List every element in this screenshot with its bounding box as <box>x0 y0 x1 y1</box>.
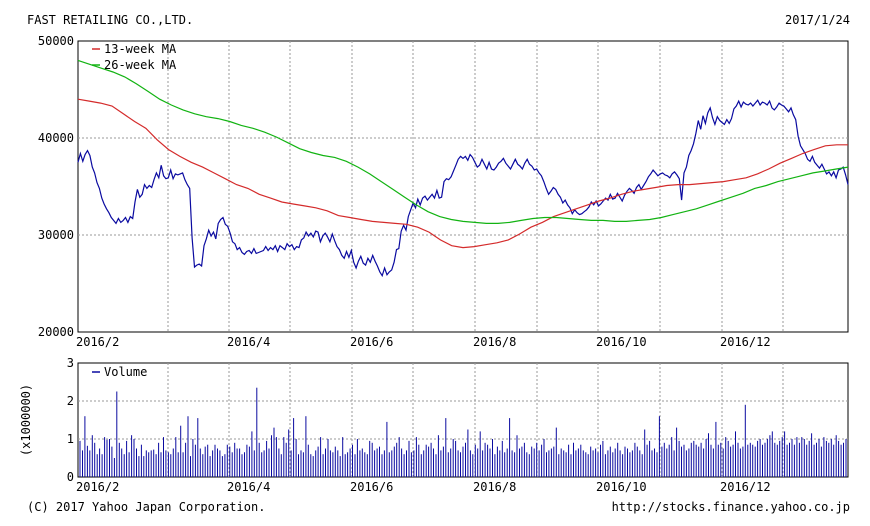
copyright-text: (C) 2017 Yahoo Japan Corporation. <box>27 500 266 514</box>
ma26-line <box>77 59 849 224</box>
legend-label: 26-week MA <box>104 58 177 72</box>
volume-panel: 0 1 2 3 2016/2 2016/4 2016/6 2016/8 2016/10 2016/… <box>19 356 849 494</box>
x-tick-label: 2016/12 <box>720 335 771 349</box>
y-tick-label: 1 <box>67 432 74 446</box>
x-tick-label: 2016/4 <box>227 480 270 494</box>
source-url: http://stocks.finance.yahoo.co.jp <box>611 500 850 514</box>
y-tick-label: 50000 <box>38 34 74 48</box>
ma13-line <box>77 98 848 249</box>
y-tick-label: 0 <box>67 470 74 484</box>
x-tick-label: 2016/8 <box>473 335 516 349</box>
price-panel: 20000 30000 40000 50000 2016/2 2016/4 2016/6 20… <box>38 34 849 349</box>
y-tick-label: 20000 <box>38 325 74 339</box>
y-axis-label: (x1000000) <box>19 384 33 456</box>
y-tick-label: 3 <box>67 356 74 370</box>
x-tick-label: 2016/8 <box>473 480 516 494</box>
x-tick-label: 2016/6 <box>350 480 393 494</box>
x-tick-label: 2016/10 <box>596 335 647 349</box>
x-tick-label: 2016/2 <box>76 335 119 349</box>
x-tick-label: 2016/12 <box>720 480 771 494</box>
company-name: FAST RETAILING CO.,LTD. <box>27 13 194 27</box>
legend-label: 13-week MA <box>104 42 177 56</box>
x-tick-label: 2016/2 <box>76 480 119 494</box>
y-tick-label: 2 <box>67 394 74 408</box>
x-tick-label: 2016/6 <box>350 335 393 349</box>
y-tick-label: 30000 <box>38 228 74 242</box>
plot-frame <box>77 40 849 333</box>
y-tick-label: 40000 <box>38 131 74 145</box>
price-line <box>77 99 849 278</box>
x-tick-label: 2016/10 <box>596 480 647 494</box>
chart-date: 2017/1/24 <box>784 13 850 27</box>
legend-label: Volume <box>104 365 147 379</box>
x-tick-label: 2016/4 <box>227 335 270 349</box>
